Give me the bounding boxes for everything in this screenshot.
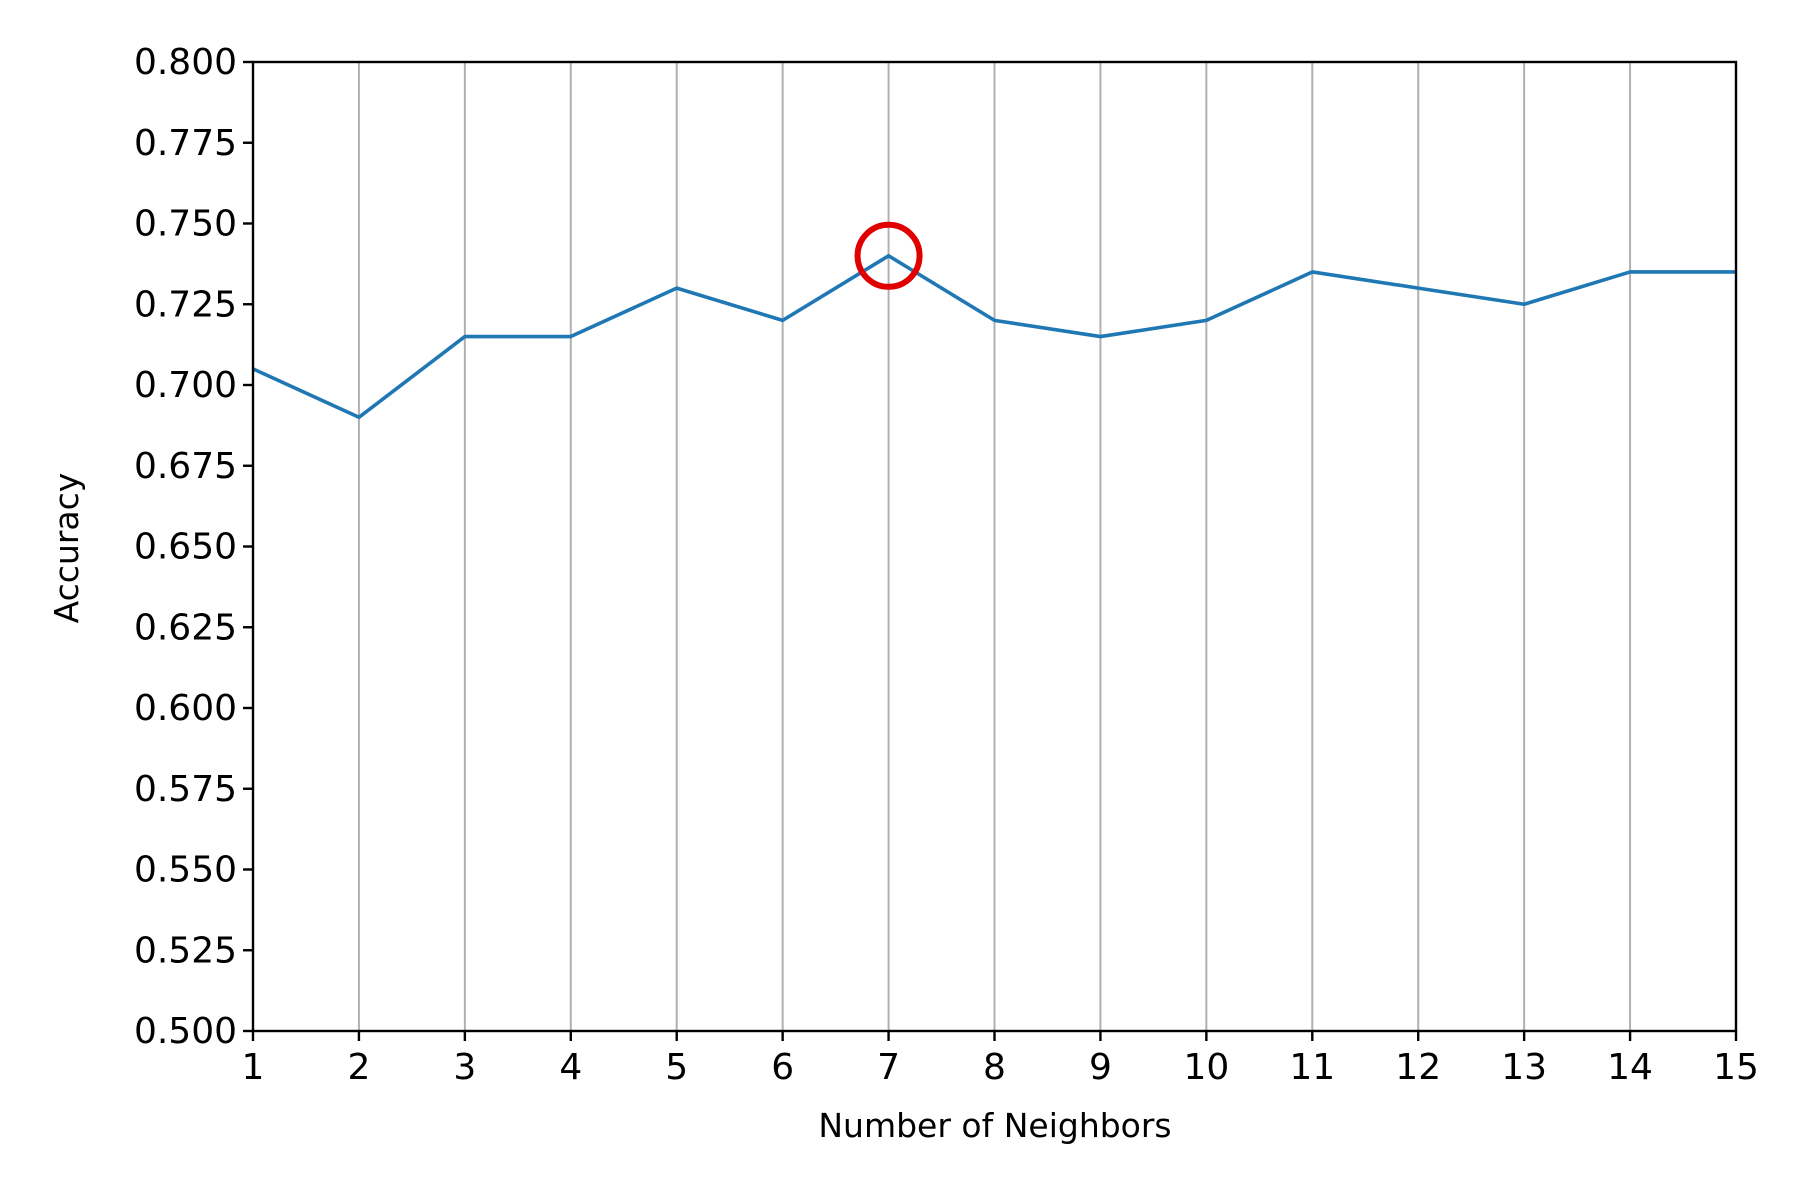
y-tick-label: 0.775 bbox=[134, 123, 237, 164]
y-tick-label: 0.675 bbox=[134, 446, 237, 487]
highlight-layer bbox=[854, 221, 923, 290]
x-axis-ticks: 1 2 3 4 5 6 7 8 9 10 11 12 13 14 15 bbox=[242, 1031, 1759, 1088]
x-tick-label: 15 bbox=[1713, 1047, 1759, 1088]
y-tick-label: 0.550 bbox=[134, 850, 237, 891]
y-tick-label: 0.750 bbox=[134, 204, 237, 245]
y-tick-label: 0.650 bbox=[134, 527, 237, 568]
x-tick-label: 8 bbox=[983, 1047, 1006, 1088]
series-layer bbox=[252, 254, 1736, 420]
x-tick-label: 6 bbox=[771, 1047, 794, 1088]
y-tick-label: 0.500 bbox=[134, 1011, 237, 1052]
y-tick-label: 0.800 bbox=[134, 42, 237, 83]
x-tick-label: 13 bbox=[1501, 1047, 1547, 1088]
x-tick-label: 11 bbox=[1289, 1047, 1335, 1088]
y-tick-label: 0.725 bbox=[134, 284, 237, 325]
grid-layer bbox=[252, 62, 1737, 1031]
x-tick-label: 14 bbox=[1607, 1047, 1653, 1088]
y-tick-label: 0.525 bbox=[134, 930, 237, 971]
y-tick-label: 0.700 bbox=[134, 365, 237, 406]
x-tick-label: 1 bbox=[242, 1047, 265, 1088]
highlight-circle bbox=[854, 221, 923, 290]
y-axis-ticks: 0.500 0.525 0.550 0.575 0.600 0.625 0.650 0.675… bbox=[134, 42, 253, 1052]
x-tick-label: 9 bbox=[1089, 1047, 1112, 1088]
y-tick-label: 0.600 bbox=[134, 688, 237, 729]
x-tick-label: 7 bbox=[877, 1047, 900, 1088]
x-tick-label: 2 bbox=[347, 1047, 370, 1088]
x-tick-label: 4 bbox=[559, 1047, 582, 1088]
x-tick-label: 10 bbox=[1183, 1047, 1229, 1088]
x-axis-label: Number of Neighbors bbox=[818, 1106, 1171, 1145]
series-line bbox=[252, 254, 1736, 420]
x-tick-label: 5 bbox=[665, 1047, 688, 1088]
x-tick-label: 12 bbox=[1395, 1047, 1441, 1088]
y-axis-label: Accuracy bbox=[47, 473, 86, 624]
x-tick-label: 3 bbox=[453, 1047, 476, 1088]
y-tick-label: 0.625 bbox=[134, 607, 237, 648]
y-tick-label: 0.575 bbox=[134, 769, 237, 810]
